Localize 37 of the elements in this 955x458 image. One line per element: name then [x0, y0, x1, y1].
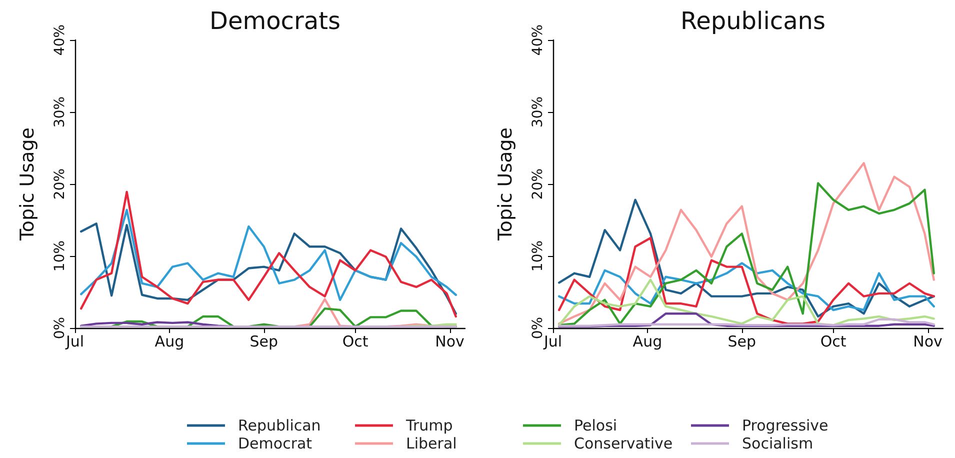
line-series [558, 198, 935, 318]
line-series [558, 312, 935, 328]
x-tick-label: Nov [435, 332, 465, 350]
line-series [558, 318, 935, 327]
y-tick-label: 30% [530, 96, 546, 128]
y-tick-label: 40% [52, 24, 68, 56]
line-series [80, 190, 457, 318]
legend-label: Progressive [742, 416, 828, 434]
chart-title: Democrats [210, 7, 340, 35]
x-tick-label: Oct [342, 332, 368, 350]
y-tick-label: 10% [52, 240, 68, 272]
y-tick-label: 40% [530, 24, 546, 56]
y-tick-label: 20% [52, 168, 68, 200]
legend-label: Pelosi [574, 416, 618, 434]
legend-label: Trump [405, 416, 453, 434]
line-series [558, 236, 935, 325]
y-tick-label: 30% [52, 96, 68, 128]
x-tick-label: Nov [913, 332, 943, 350]
legend-label: Conservative [574, 434, 673, 452]
line-series [558, 278, 935, 326]
x-tick-label: Sep [250, 332, 278, 350]
y-axis-title: Topic Usage [16, 127, 38, 242]
x-tick-label: Sep [728, 332, 756, 350]
y-tick-label: 20% [530, 168, 546, 200]
x-tick-label: Aug [154, 332, 184, 350]
chart-title: Republicans [680, 7, 826, 35]
legend-label: Democrat [238, 434, 312, 452]
legend-label: Socialism [742, 434, 814, 452]
line-series [80, 208, 457, 302]
line-series [558, 262, 935, 312]
legend-label: Republican [238, 416, 321, 434]
y-tick-label: 10% [530, 240, 546, 272]
x-tick-label: Oct [820, 332, 846, 350]
line-series [80, 222, 457, 315]
x-tick-label: Aug [632, 332, 662, 350]
legend-label: Liberal [406, 434, 457, 452]
y-axis-title: Topic Usage [494, 127, 516, 242]
